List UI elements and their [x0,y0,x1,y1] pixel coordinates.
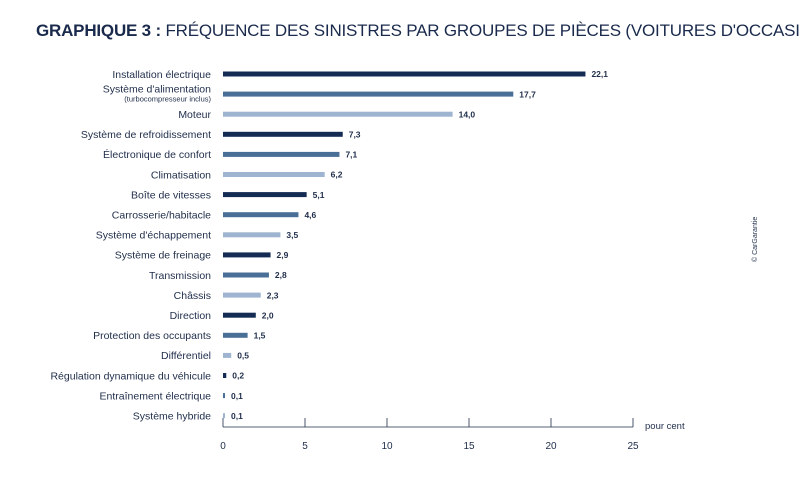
category-label: Boîte de vitesses [131,189,211,201]
bar [223,232,281,238]
bar [223,393,225,399]
bar [223,252,271,258]
data-label: 2,3 [267,290,279,300]
data-label: 7,3 [349,130,361,140]
chart-title: GRAPHIQUE 3 : FRÉQUENCE DES SINISTRES PA… [36,21,800,41]
category-label: Protection des occupants [93,330,211,342]
category-sublabel: (turbocompresseur inclus) [124,95,211,104]
data-label: 2,8 [275,270,287,280]
category-label: Direction [170,310,212,322]
category-label: Moteur [178,109,211,121]
x-axis-label: pour cent [645,421,685,432]
x-tick-label: 20 [545,441,557,452]
bar-row: Régulation dynamique du véhicule 0,2 [50,370,244,382]
bar [223,312,256,318]
bar-row: Système de refroidissement 7,3 [81,129,361,141]
bar [223,71,586,77]
category-label: Système d'échappement [96,230,211,242]
bar [223,151,340,157]
bar-row: Climatisation 6,2 [151,169,343,181]
x-tick-label: 15 [463,441,475,452]
chart-title-label: GRAPHIQUE 3 : [36,21,161,40]
bar [223,332,248,338]
data-label: 22,1 [591,69,608,79]
category-label: Système de refroidissement [81,129,211,141]
category-label: Entraînement électrique [100,390,212,402]
data-label: 5,1 [313,190,325,200]
x-tick-label: 0 [220,441,226,452]
bar-row: Moteur 14,0 [178,109,475,121]
category-label: Régulation dynamique du véhicule [50,370,211,382]
category-label: Système hybride [133,411,211,423]
chart-title-text: FRÉQUENCE DES SINISTRES PAR GROUPES DE P… [165,21,800,40]
bar [223,192,307,198]
bar-row: Système d'alimentation(turbocompresseur … [103,84,536,104]
bars-group: Installation électrique 22,1 Système d'ali… [50,69,608,423]
data-label: 3,5 [286,230,298,240]
bar-row: Électronique de confort 7,1 [103,148,358,161]
data-label: 1,5 [254,331,266,341]
x-tick-label: 5 [302,441,308,452]
bar [223,373,227,378]
bar [223,172,325,177]
bar-row: Protection des occupants 1,5 [93,330,266,342]
bar [223,131,343,137]
data-label: 0,5 [237,351,249,361]
bar [223,111,453,117]
bar-row: Entraînement électrique 0,1 [100,390,244,402]
data-label: 0,1 [231,391,243,401]
data-label: 0,2 [232,371,244,381]
data-label: 17,7 [519,89,536,99]
bar-row: Système hybride 0,1 [133,411,243,423]
bar [223,292,261,298]
x-tick-label: 25 [627,441,639,452]
bar-row: Châssis 2,3 [174,290,279,302]
bar [223,91,514,97]
data-label: 14,0 [459,109,476,119]
category-label: Châssis [174,290,211,302]
bar-row: Installation électrique 22,1 [112,69,608,81]
category-label: Carrosserie/habitacle [112,210,211,222]
bar [223,352,232,358]
category-label: Électronique de confort [103,148,211,161]
bar-row: Différentiel 0,5 [161,350,249,362]
category-label: Transmission [149,270,211,282]
category-label: Système de freinage [115,250,211,262]
category-label: Installation électrique [112,69,211,81]
category-label: Climatisation [151,169,211,181]
x-tick-label: 10 [381,441,393,452]
data-label: 7,1 [345,150,357,160]
bar-row: Direction 2,0 [170,310,274,322]
bar-row: Transmission 2,8 [149,270,287,282]
bar [223,272,269,278]
bar [223,212,299,218]
data-label: 4,6 [304,210,316,220]
copyright-credit: © CarGarantie [751,217,759,262]
bar-row: Système de freinage 2,9 [115,250,289,262]
data-label: 6,2 [331,170,343,180]
x-axis: 0 5 10 15 20 25 [220,418,639,452]
bar-row: Boîte de vitesses 5,1 [131,189,325,201]
data-label: 2,0 [262,310,274,320]
category-label: Différentiel [161,350,211,362]
bar-row: Système d'échappement 3,5 [96,230,299,242]
category-label: Système d'alimentation [103,84,211,96]
data-label: 0,1 [231,411,243,421]
bar-row: Carrosserie/habitacle 4,6 [112,210,317,222]
data-label: 2,9 [277,250,289,260]
bar [223,413,225,419]
